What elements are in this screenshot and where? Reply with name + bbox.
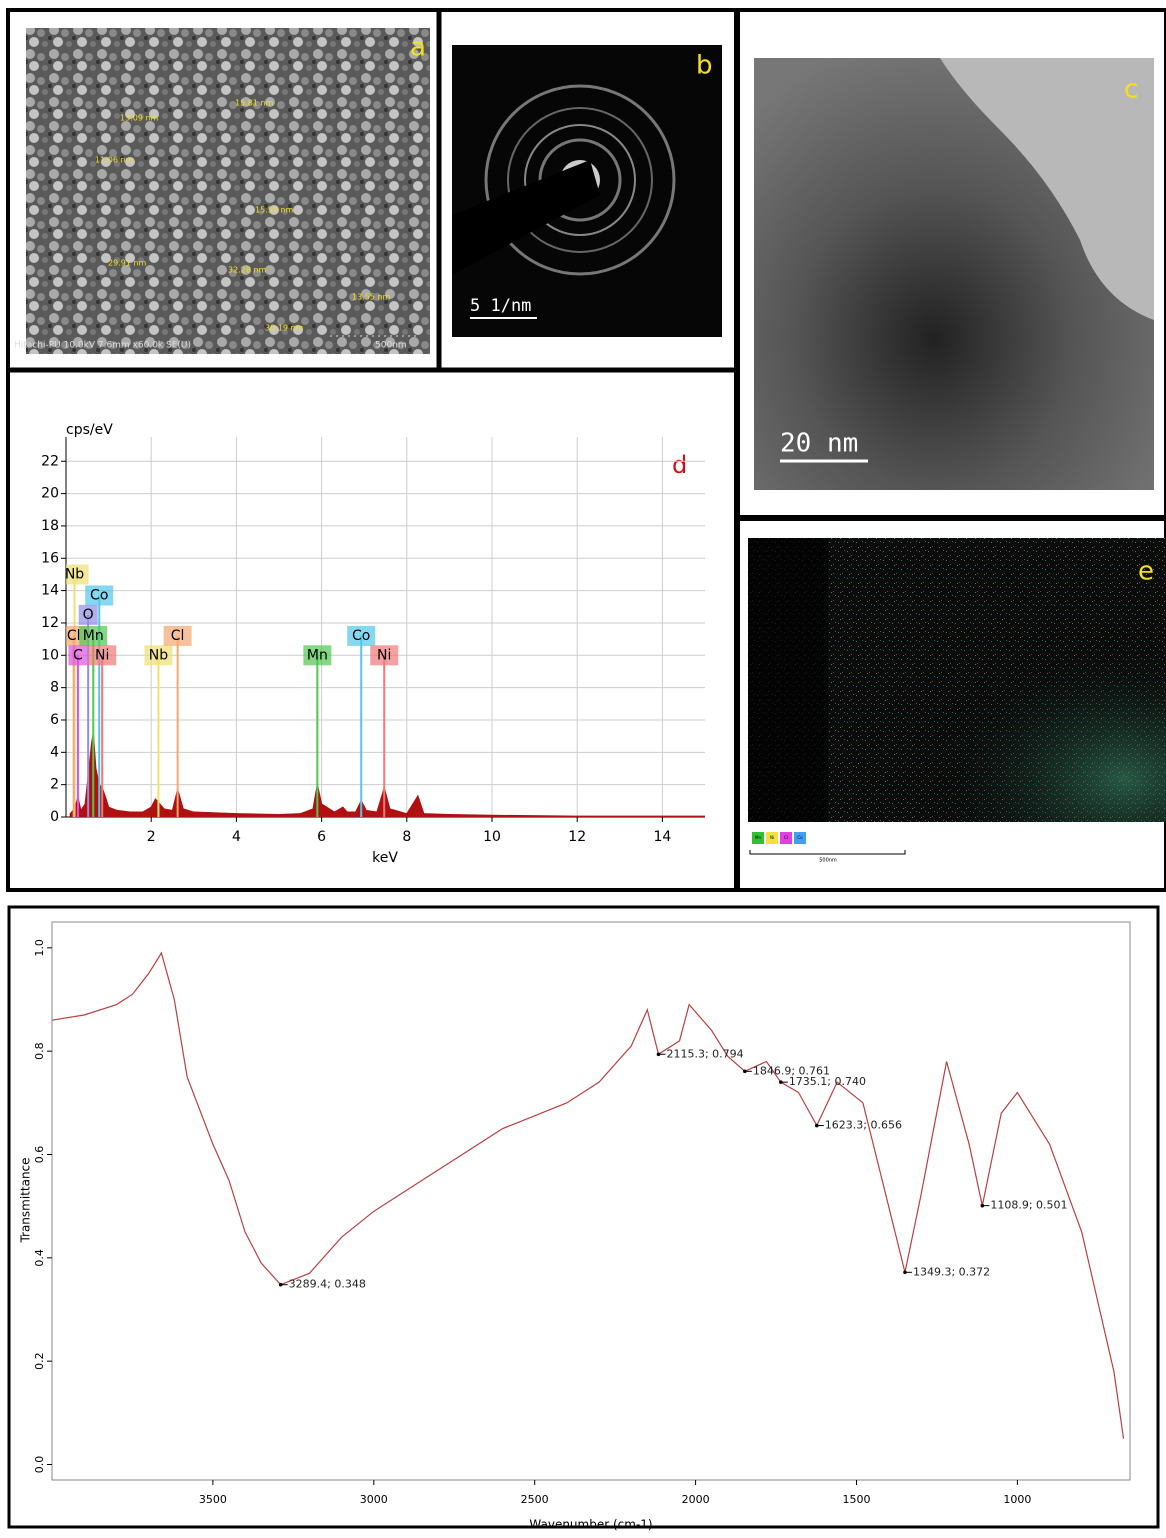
size-annotation: 13.09 nm [120,114,159,123]
x-axis-label: keV [372,850,398,866]
peak-label: 1108.9; 0.501 [990,1199,1067,1212]
frame [9,907,1158,1527]
element-label: C [73,647,83,663]
y-tick-label: 0.6 [33,1146,46,1164]
x-tick-label: 1000 [1003,1493,1031,1506]
y-tick-label: 0 [50,809,59,825]
sem-footer: Hitachi-PU 10.0kV 7.6mm x60.0k SE(U) [14,341,191,351]
size-annotation: 13.55 nm [352,293,391,302]
y-tick-label: 4 [50,744,59,760]
x-tick-label: 8 [402,829,411,845]
y-axis-label: cps/eV [66,422,113,438]
panel-letter: e [1138,557,1154,587]
size-annotation: 29.91 nm [108,259,147,268]
y-tick-label: 12 [41,615,59,631]
y-tick-label: 0.8 [33,1042,46,1060]
element-label: Mn [83,628,104,644]
y-tick-label: 1.0 [33,939,46,957]
y-tick-label: 16 [41,550,59,566]
sem-image [26,28,430,354]
y-tick-label: 22 [41,453,59,469]
size-annotation: 11.06 nm [95,156,134,165]
element-label: Ni [95,647,109,663]
spectrum-line [52,953,1124,1439]
x-axis-label: Wavenumber (cm-1) [529,1518,652,1532]
peak-label: 1623.3; 0.656 [825,1119,902,1132]
peak-label: 2115.3; 0.794 [666,1047,743,1060]
x-tick-label: 14 [653,829,671,845]
size-annotation: 15.81 nm [235,99,274,108]
size-annotation: 15.59 nm [255,206,294,215]
panel-letter: b [696,51,713,81]
plot-area [52,922,1130,1480]
plot [52,953,1124,1439]
x-tick-label: 3500 [199,1493,227,1506]
y-tick-label: 0.0 [33,1456,46,1474]
map-legend-label: Mn [755,835,761,840]
spectrum-line [70,733,705,817]
element-label: Cl [67,628,81,644]
peak-label: 3289.4; 0.348 [289,1278,366,1291]
panel-letter: d [672,451,687,479]
page: {"images": [ {"panel": "a", "annotations… [0,0,1166,1534]
scale-label: 5 1/nm [470,296,531,316]
x-tick-label: 6 [317,829,326,845]
y-tick-label: 20 [41,486,59,502]
element-label: Co [352,628,370,644]
y-tick-label: 2 [50,777,59,793]
x-tick-label: 2 [147,829,156,845]
element-label: Nb [65,566,84,582]
size-annotation: 30.19 nm [265,324,304,333]
y-tick-label: 10 [41,647,59,663]
scale-bar [750,850,905,854]
element-label: Cl [171,628,185,644]
y-tick-label: 0.4 [33,1249,46,1267]
panel-letter: c [1124,75,1138,105]
peak-label: 1735.1; 0.740 [789,1075,866,1088]
eds-map-void [748,538,828,822]
x-tick-label: 10 [483,829,501,845]
element-label: O [83,607,94,623]
figure: a 13.09 nm 15.81 nm 11.06 nm 15.59 nm 29… [0,0,1166,1534]
map-legend-label: Cl [784,835,788,840]
x-tick-label: 2500 [521,1493,549,1506]
y-tick-label: 18 [41,518,59,534]
scale-label: 20 nm [780,429,858,459]
map-legend-label: Co [797,835,803,840]
y-tick-label: 6 [50,712,59,728]
y-tick-label: 0.2 [33,1352,46,1370]
y-axis-label: Transmittance [19,1157,33,1243]
element-label: Nb [149,647,168,663]
element-label: Mn [307,647,328,663]
x-tick-label: 3000 [360,1493,388,1506]
x-tick-label: 4 [232,829,241,845]
y-tick-label: 14 [41,583,59,599]
scale-label: 500nm [375,341,407,351]
element-label: Co [90,587,108,603]
peak-label: 1349.3; 0.372 [913,1265,990,1278]
size-annotation: 32.28 nm [228,266,267,275]
panel-letter: a [410,33,426,63]
x-tick-label: 12 [568,829,586,845]
x-tick-label: 1500 [842,1493,870,1506]
element-label: Ni [377,647,391,663]
scale-label: 500nm [819,858,837,864]
x-tick-label: 2000 [682,1493,710,1506]
y-tick-label: 8 [50,680,59,696]
map-legend-label: Ni [770,835,774,840]
